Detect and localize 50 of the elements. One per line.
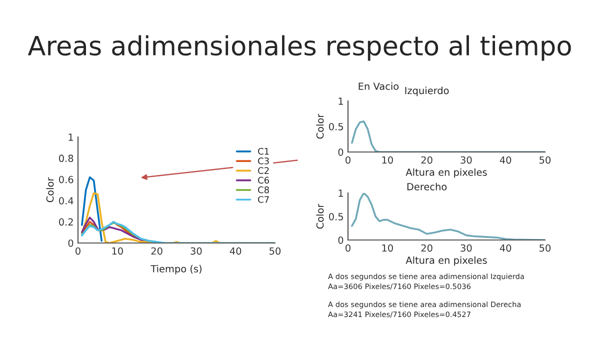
- x-tick-label: 10: [382, 244, 393, 252]
- y-tick-label: 0.2: [59, 218, 73, 226]
- x-tick-label: 0: [346, 156, 350, 164]
- x-tick-label: 40: [230, 247, 242, 255]
- x-tick-label: 30: [190, 247, 202, 255]
- legend-label: C6: [258, 176, 270, 184]
- legend-label: C1: [258, 148, 269, 155]
- y-tick-label: 1: [338, 190, 343, 197]
- x-tick-label: 50: [540, 156, 551, 164]
- legend-label: C2: [258, 167, 269, 174]
- y-tick-label: 0: [68, 239, 74, 247]
- x-tick-label: 0: [76, 247, 80, 255]
- x-axis-title: Altura en pixeles: [406, 256, 487, 266]
- y-axis-title: Color: [316, 204, 324, 229]
- line-series: [351, 120, 545, 152]
- legend-label: C3: [258, 158, 269, 164]
- y-tick-label: 0: [338, 148, 344, 156]
- y-tick-label: 0.4: [59, 197, 74, 204]
- x-axis-title: Tiempo (s): [150, 264, 202, 274]
- y-tick-label: 0.5: [329, 122, 343, 130]
- y-tick-label: 0.8: [59, 154, 74, 162]
- legend-label: C8: [258, 186, 269, 194]
- y-tick-label: 0: [338, 236, 344, 244]
- line-series: [351, 193, 545, 240]
- y-tick-label: 0.6: [59, 176, 74, 184]
- x-tick-label: 40: [500, 244, 512, 252]
- y-tick-label: 1: [68, 134, 73, 141]
- line-series: [81, 176, 103, 242]
- x-tick-label: 20: [421, 156, 432, 164]
- chart-title: Derecho: [407, 182, 447, 190]
- x-tick-label: 30: [460, 156, 472, 164]
- x-tick-label: 0: [346, 244, 350, 252]
- chart-title: Izquierdo: [405, 86, 449, 96]
- x-tick-label: 10: [112, 247, 123, 255]
- legend-label: C7: [258, 196, 269, 203]
- x-tick-label: 10: [382, 156, 393, 164]
- line-series: [81, 220, 275, 243]
- y-tick-label: 1: [338, 98, 343, 105]
- x-tick-label: 30: [460, 244, 472, 252]
- y-tick-label: 0.5: [329, 212, 343, 220]
- x-tick-label: 20: [421, 244, 432, 252]
- y-axis-title: Color: [46, 177, 54, 202]
- chart-title: Areas adimensionales respecto al tiempo: [28, 35, 571, 61]
- text: En Vacio: [358, 82, 399, 90]
- x-tick-label: 40: [500, 156, 512, 164]
- x-tick-label: 50: [270, 247, 281, 255]
- x-axis-title: Altura en pixeles: [406, 168, 487, 178]
- x-tick-label: 50: [540, 244, 551, 252]
- x-tick-label: 20: [151, 247, 162, 255]
- y-axis-title: Color: [316, 114, 324, 139]
